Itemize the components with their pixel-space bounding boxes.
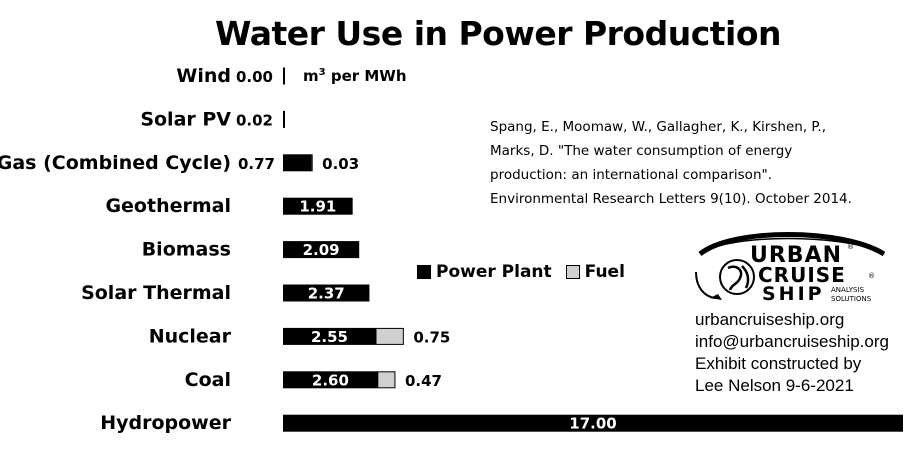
data-label-power-plant-coal: 2.60 xyxy=(312,371,349,389)
category-label-wind: Wind xyxy=(176,65,231,87)
chart-title: Water Use in Power Production xyxy=(214,14,782,53)
data-label-power-plant-geothermal: 1.91 xyxy=(299,198,336,216)
credit-text: Lee Nelson 9-6-2021 xyxy=(695,376,854,395)
category-label-solar-thermal: Solar Thermal xyxy=(81,282,231,304)
legend-swatch-fuel xyxy=(565,265,580,279)
bar-power-plant-solar-pv xyxy=(283,110,285,128)
category-label-biomass: Biomass xyxy=(142,239,231,261)
category-label-geothermal: Geothermal xyxy=(105,195,231,217)
data-label-power-plant-solar-pv: 0.02 xyxy=(236,111,273,129)
website-text: urbancruiseship.org xyxy=(695,310,845,329)
contact-block: urbancruiseship.org info@urbancruiseship… xyxy=(695,309,889,397)
data-label-fuel-coal: 0.47 xyxy=(405,372,442,390)
urban-cruise-ship-logo: URBAN CRUISE SHIP ANALYSIS SOLUTIONS ® ® xyxy=(695,232,886,305)
bar-power-plant-coal xyxy=(283,371,378,389)
logo-text-solutions: SOLUTIONS xyxy=(831,295,872,303)
bar-power-plant-biomass xyxy=(283,241,360,259)
legend-label-fuel: Fuel xyxy=(584,262,625,282)
logo-text-urban: URBAN xyxy=(750,243,842,268)
data-label-power-plant-hydropower: 17.00 xyxy=(569,415,616,433)
bar-power-plant-gas-combined-cycle xyxy=(283,154,312,172)
category-label-coal: Coal xyxy=(185,369,231,391)
citation-line: production: an international comparison"… xyxy=(490,167,772,183)
logo-text-cruise: CRUISE xyxy=(758,263,846,287)
category-label-nuclear: Nuclear xyxy=(149,325,232,347)
bar-power-plant-wind xyxy=(283,67,285,85)
data-label-power-plant-solar-thermal: 2.37 xyxy=(308,285,345,303)
legend-swatch-power-plant xyxy=(417,265,431,279)
legend-label-power-plant: Power Plant xyxy=(436,262,552,282)
bar-fuel-nuclear xyxy=(375,327,404,345)
citation-line: Spang, E., Moomaw, W., Gallagher, K., Ki… xyxy=(490,119,827,135)
data-label-power-plant-wind: 0.00 xyxy=(236,68,273,86)
citation-line: Environmental Research Letters 9(10). Oc… xyxy=(490,191,852,207)
legend: Power Plant Fuel xyxy=(417,262,639,282)
category-label-hydropower: Hydropower xyxy=(100,412,231,434)
bar-fuel-coal xyxy=(377,371,396,389)
source-citation: Spang, E., Moomaw, W., Gallagher, K., Ki… xyxy=(490,115,900,211)
data-label-power-plant-gas-combined-cycle: 0.77 xyxy=(238,155,275,173)
data-label-fuel-gas-combined-cycle: 0.03 xyxy=(322,155,359,173)
category-label-gas-combined-cycle: Gas (Combined Cycle) xyxy=(0,152,231,174)
category-label-solar-pv: Solar PV xyxy=(140,108,231,130)
logo-text-analysis: ANALYSIS xyxy=(831,286,865,294)
data-label-power-plant-biomass: 2.09 xyxy=(303,241,340,259)
unit-label: m3 per MWh xyxy=(303,67,407,85)
credit-text: Exhibit constructed by xyxy=(695,354,862,373)
bar-power-plant-hydropower xyxy=(283,414,903,432)
data-label-fuel-nuclear: 0.75 xyxy=(413,328,450,346)
logo-registered-mark: ® xyxy=(868,272,875,280)
bar-power-plant-nuclear xyxy=(283,327,376,345)
citation-line: Marks, D. "The water consumption of ener… xyxy=(490,143,793,159)
bar-power-plant-solar-thermal xyxy=(283,284,370,302)
legend-item-fuel: Fuel xyxy=(565,262,625,282)
legend-item-power-plant: Power Plant xyxy=(417,262,552,282)
email-text: info@urbancruiseship.org xyxy=(695,332,889,351)
logo-text-ship: SHIP xyxy=(762,283,825,305)
logo-registered-mark: ® xyxy=(847,243,854,251)
bar-power-plant-geothermal xyxy=(283,197,353,215)
bar-fuel-gas-combined-cycle xyxy=(310,154,313,172)
data-label-power-plant-nuclear: 2.55 xyxy=(311,328,348,346)
